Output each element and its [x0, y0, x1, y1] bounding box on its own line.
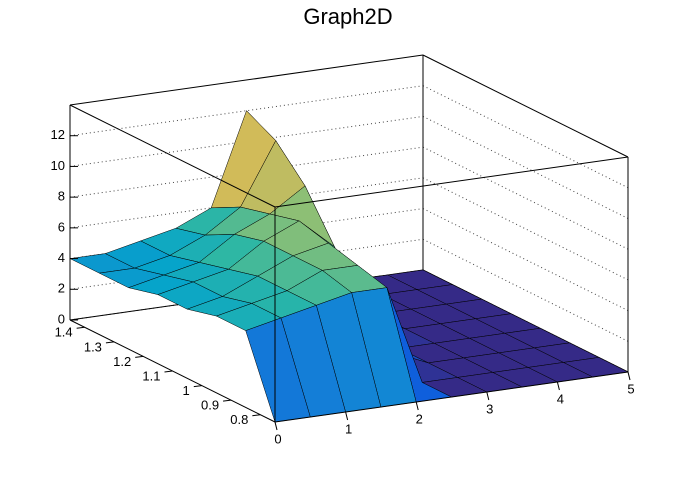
x-tick-label: 0 — [274, 431, 281, 446]
y-tick-label: 1.1 — [142, 368, 160, 383]
z-tick-label: 0 — [58, 311, 65, 326]
tick-mark — [252, 414, 261, 417]
y-tick-label: 0.8 — [230, 412, 248, 427]
z-tick-label: 8 — [58, 189, 65, 204]
y-tick-label: 1 — [183, 383, 190, 398]
z-tick-label: 12 — [51, 127, 65, 142]
grid-line — [422, 177, 629, 281]
grid-line — [422, 85, 629, 189]
tick-mark — [76, 326, 85, 329]
z-tick-label: 2 — [58, 281, 65, 296]
tick-mark — [274, 421, 278, 431]
tick-mark — [415, 401, 419, 411]
tick-mark — [556, 381, 560, 391]
y-tick-label: 1.4 — [55, 325, 73, 340]
x-tick-label: 2 — [416, 411, 423, 426]
tick-mark — [193, 385, 202, 388]
tick-mark — [345, 411, 349, 421]
z-tick-label: 6 — [58, 219, 65, 234]
x-tick-label: 3 — [486, 401, 493, 416]
tick-mark — [223, 399, 232, 402]
z-tick-label: 10 — [51, 158, 65, 173]
box-edge — [274, 371, 629, 423]
box-edge — [274, 156, 629, 208]
grid-line — [422, 146, 629, 250]
tick-mark — [164, 370, 173, 373]
x-tick-label: 1 — [345, 421, 352, 436]
z-tick-label: 4 — [58, 250, 65, 265]
tick-mark — [135, 355, 144, 358]
tick-mark — [105, 341, 114, 344]
tick-mark — [627, 371, 631, 381]
box-edge — [69, 54, 424, 106]
chart-title: Graph2D — [303, 4, 392, 29]
y-tick-label: 0.9 — [201, 398, 219, 413]
tick-mark — [486, 391, 490, 401]
box-edge — [422, 54, 629, 158]
grid-line — [422, 115, 629, 219]
x-tick-label: 4 — [557, 391, 564, 406]
box-edge — [69, 104, 276, 208]
x-tick-label: 5 — [627, 381, 634, 396]
y-tick-label: 1.2 — [113, 354, 131, 369]
y-tick-label: 1.3 — [84, 339, 102, 354]
